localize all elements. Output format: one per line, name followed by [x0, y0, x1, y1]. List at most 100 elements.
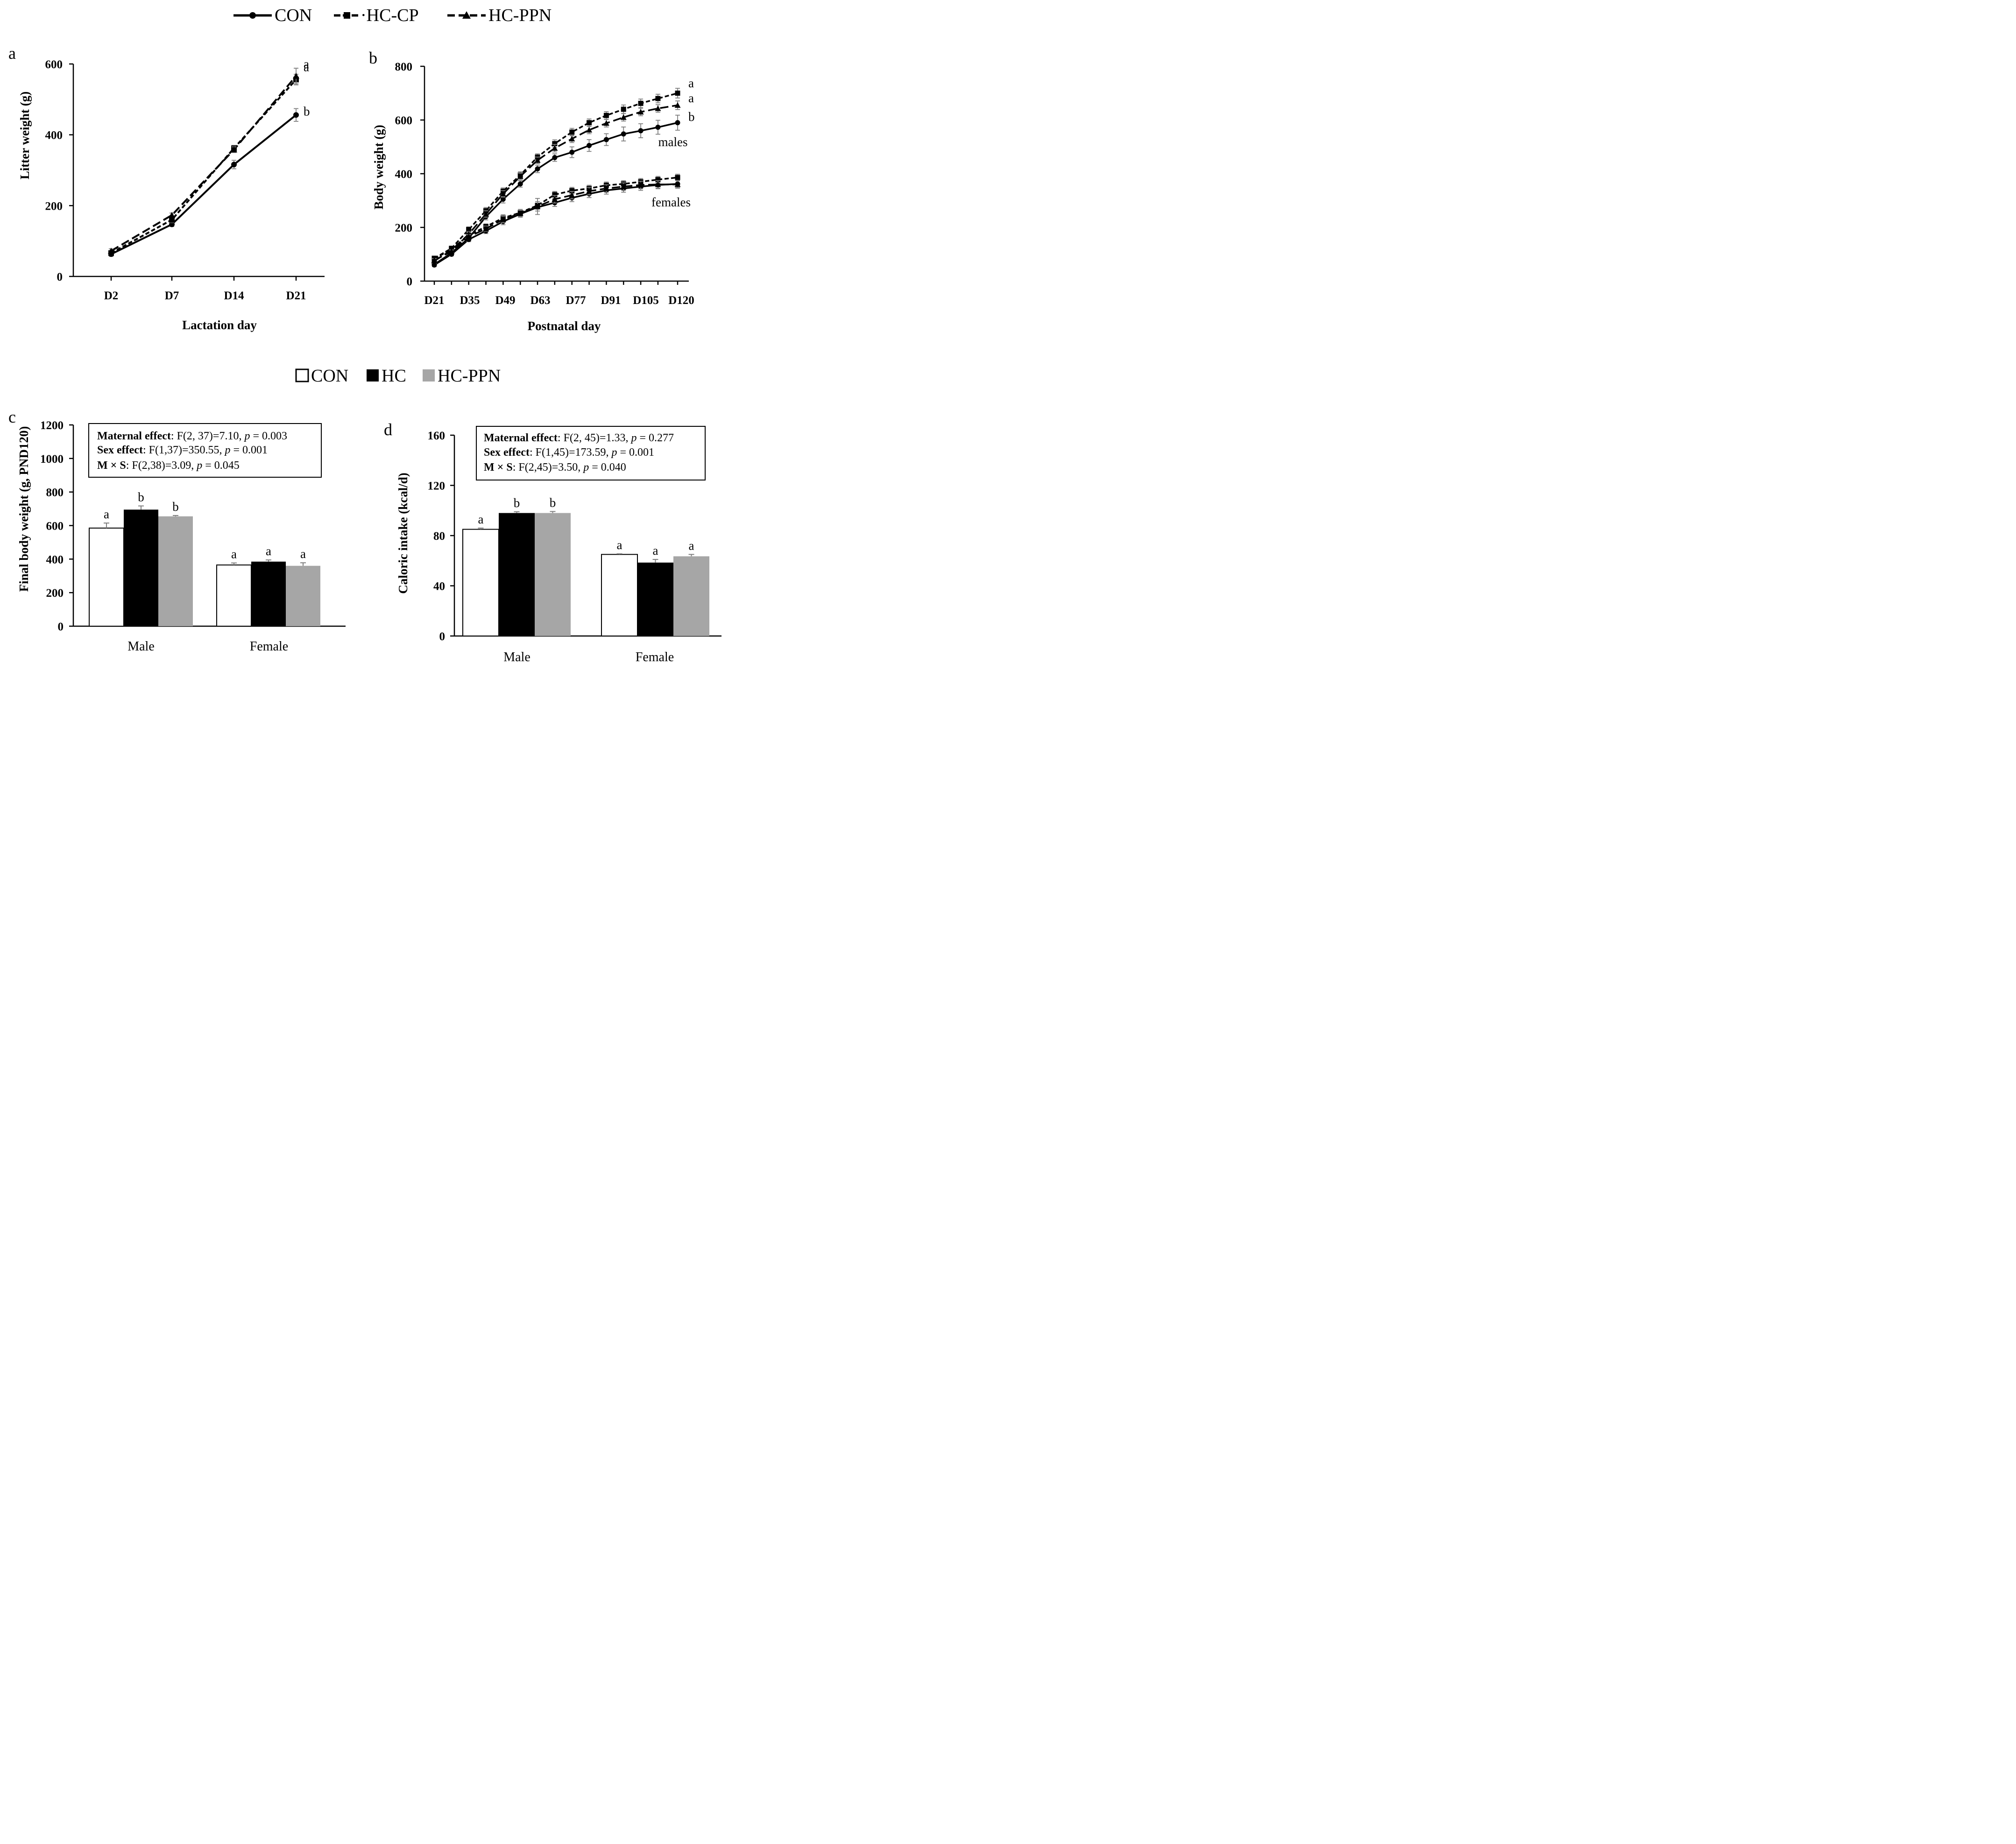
bar-d-male-hc-ppn: [535, 513, 571, 636]
stat-c-interaction: M × S: F(2,38)=3.09, p = 0.045: [97, 459, 240, 472]
y-tick-label-b: 800: [395, 61, 413, 73]
sig-label-c-female-hc: a: [266, 544, 271, 558]
y-axis-title-b: Body weight (g): [372, 125, 386, 210]
legend-mid-label-con: CON: [311, 366, 348, 386]
marker-b-con: [552, 155, 558, 160]
series-a-hc-ppn: [108, 68, 299, 254]
y-tick-label-d: 80: [433, 530, 445, 543]
y-tick-label-c: 600: [46, 520, 64, 533]
y-tick-label-d: 0: [439, 630, 446, 643]
figure: CON ·HC-CP HC-PPN CON HC HC-PPN a b c d: [8, 6, 722, 664]
legend-mid-label-hc-ppn: HC-PPN: [438, 366, 501, 386]
sig-label-c-male-con: a: [104, 507, 109, 521]
x-category-label-c-male: Male: [127, 639, 155, 654]
marker-b-con: [569, 149, 575, 155]
marker-b-hc-cp: [587, 120, 592, 126]
marker-b-hc-ppn: [569, 192, 575, 198]
y-tick-label-c: 400: [46, 553, 64, 566]
y-tick-label-a: 600: [45, 58, 63, 71]
marker-a-hc-ppn: [293, 72, 299, 79]
panel-d-caloric-intake-chart: 0 40 80 120 160 Male Female Caloric intake (kca…: [396, 430, 722, 664]
x-category-label-d-male: Male: [503, 650, 531, 664]
marker-b-con: [675, 120, 680, 126]
y-tick-label-c: 800: [46, 487, 64, 499]
marker-b-hc-ppn: [534, 203, 541, 209]
y-tick-label-a: 0: [57, 271, 63, 283]
marker-b-hc-ppn: [637, 182, 644, 188]
marker-b-hc-cp: [552, 141, 558, 147]
y-tick-label-b: 400: [395, 168, 413, 181]
bar-d-female-hc: [637, 562, 673, 636]
sig-label-d-female-hc-ppn: a: [689, 538, 694, 552]
marker-b-hc-ppn: [569, 135, 575, 141]
marker-b-hc-ppn: [674, 102, 681, 108]
x-tick-label-a-d7: D7: [165, 290, 179, 302]
y-tick-label-a: 200: [45, 200, 63, 212]
y-tick-label-c: 0: [58, 621, 64, 633]
marker-b-hc-ppn: [620, 114, 627, 120]
y-tick-label-c: 1200: [40, 419, 64, 432]
group-label-females: females: [651, 195, 691, 209]
x-tick-label-b-d105: D105: [633, 294, 659, 307]
marker-b-hc-cp: [655, 177, 661, 183]
y-tick-label-b: 200: [395, 222, 413, 234]
sig-label-b: a: [688, 76, 694, 90]
sig-label-b: b: [688, 110, 695, 124]
bar-c-male-con: [89, 527, 124, 627]
legend-label-hc-ppn: HC-PPN: [488, 6, 552, 25]
marker-b-hc-ppn: [466, 233, 472, 240]
y-tick-label-d: 160: [428, 430, 446, 442]
marker-b-hc-cp: [569, 129, 575, 135]
legend-top: CON ·HC-CP HC-PPN: [233, 6, 552, 25]
marker-b-hc-ppn: [603, 185, 609, 191]
marker-b-hc-ppn: [603, 120, 609, 126]
x-tick-label-a-d21: D21: [286, 290, 306, 302]
marker-b-con: [603, 137, 609, 142]
marker-b-hc-ppn: [517, 173, 523, 179]
marker-b-hc-ppn: [500, 191, 506, 197]
x-category-label-c-female: Female: [250, 639, 288, 654]
y-tick-label-d: 120: [428, 480, 446, 493]
marker-a-con: [293, 112, 299, 118]
group-label-males: males: [658, 135, 688, 149]
marker-b-con: [621, 131, 626, 137]
marker-b-con: [535, 166, 540, 172]
marker-b-hc-ppn: [620, 184, 627, 190]
legend-swatch-con: CON: [295, 366, 348, 386]
y-tick-label-c: 1000: [40, 453, 64, 466]
x-category-label-d-female: Female: [636, 650, 674, 664]
y-tick-label-c: 200: [46, 587, 64, 600]
y-axis-title-d: Caloric intake (kcal/d): [396, 473, 410, 593]
x-tick-label-b-d91: D91: [601, 294, 621, 307]
sig-label-d-male-hc: b: [514, 496, 520, 510]
marker-b-hc-cp: [569, 188, 575, 193]
stat-d-interaction: M × S: F(2,45)=3.50, p = 0.040: [484, 461, 626, 473]
x-tick-label-b-d35: D35: [460, 294, 480, 307]
x-tick-label-b-d77: D77: [566, 294, 586, 307]
bar-d-female-con: [601, 554, 638, 636]
y-tick-label-b: 600: [395, 114, 413, 127]
bar-c-male-hc-ppn: [158, 516, 193, 626]
sig-label-b: a: [688, 91, 694, 105]
legend-mid-label-hc: HC: [382, 366, 406, 386]
marker-b-hc-ppn: [552, 196, 558, 202]
legend-swatch-hc: HC: [367, 366, 406, 386]
x-tick-label-b-d21: D21: [424, 294, 444, 307]
marker-b-hc-ppn: [500, 216, 506, 222]
bar-d-female-hc-ppn: [673, 556, 709, 636]
x-axis-title-a: Lactation day: [182, 318, 257, 332]
marker-b-hc-ppn: [655, 105, 661, 111]
panel-a-litter-weight-chart: 0 200 400 600 D2 D7 D14 D21 Lactation day Litter …: [18, 57, 325, 332]
panel-label-a: a: [8, 44, 16, 63]
y-tick-label-d: 40: [433, 580, 445, 593]
y-axis-title-a: Litter weight (g): [18, 92, 32, 179]
sig-label-d-male-hc-ppn: b: [550, 495, 556, 509]
marker-a-hc-ppn: [169, 212, 175, 218]
legend-label-con: CON: [275, 6, 312, 25]
bar-d-male-con: [462, 529, 499, 636]
marker-b-con: [587, 143, 592, 148]
x-axis-title-b: Postnatal day: [528, 319, 601, 333]
marker-b-con: [431, 262, 437, 268]
marker-b-hc-ppn: [586, 188, 593, 194]
legend-mid: CON HC HC-PPN: [295, 366, 501, 386]
